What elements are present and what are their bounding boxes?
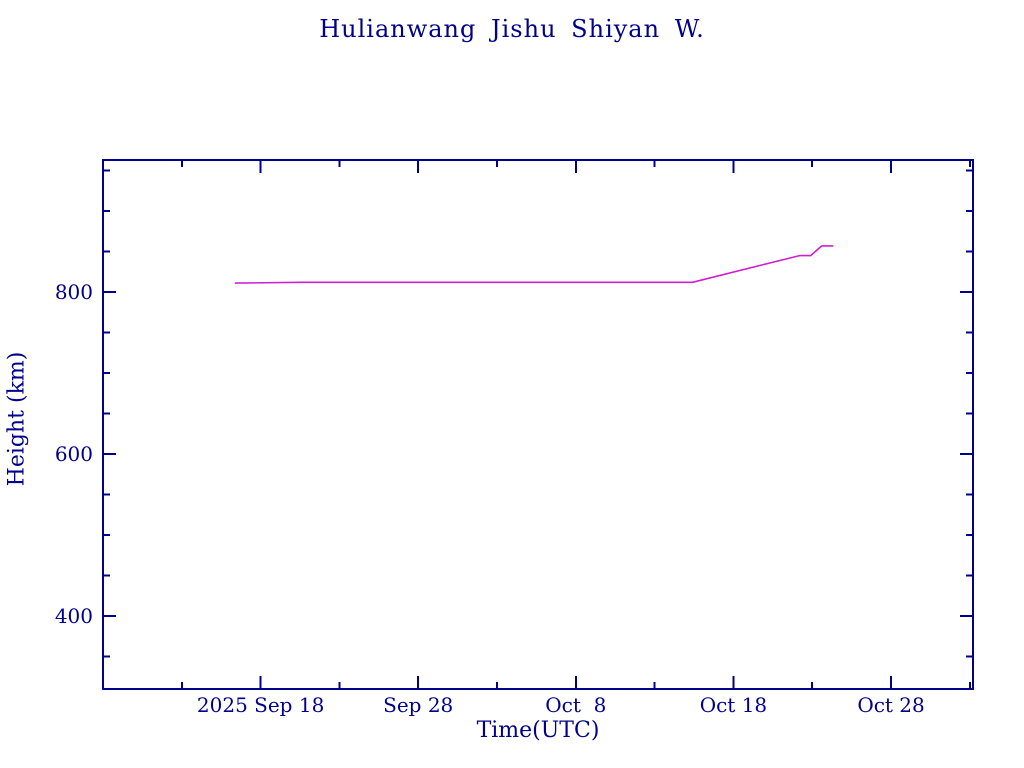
x-tick-label: Oct 18 — [700, 693, 767, 717]
x-tick-label: Sep 28 — [383, 693, 453, 717]
y-tick-label: 400 — [55, 604, 93, 628]
y-tick-label: 800 — [55, 280, 93, 304]
y-tick-label: 600 — [55, 442, 93, 466]
x-tick-label: Oct 28 — [857, 693, 924, 717]
x-tick-label: Oct 8 — [545, 693, 606, 717]
chart-title: Hulianwang Jishu Shiyan W. — [319, 15, 705, 43]
plot-frame — [102, 159, 974, 690]
x-tick-label: 2025 Sep 18 — [197, 693, 324, 717]
x-axis-label: Time(UTC) — [476, 718, 600, 743]
data-line-orbit-height — [234, 245, 834, 284]
